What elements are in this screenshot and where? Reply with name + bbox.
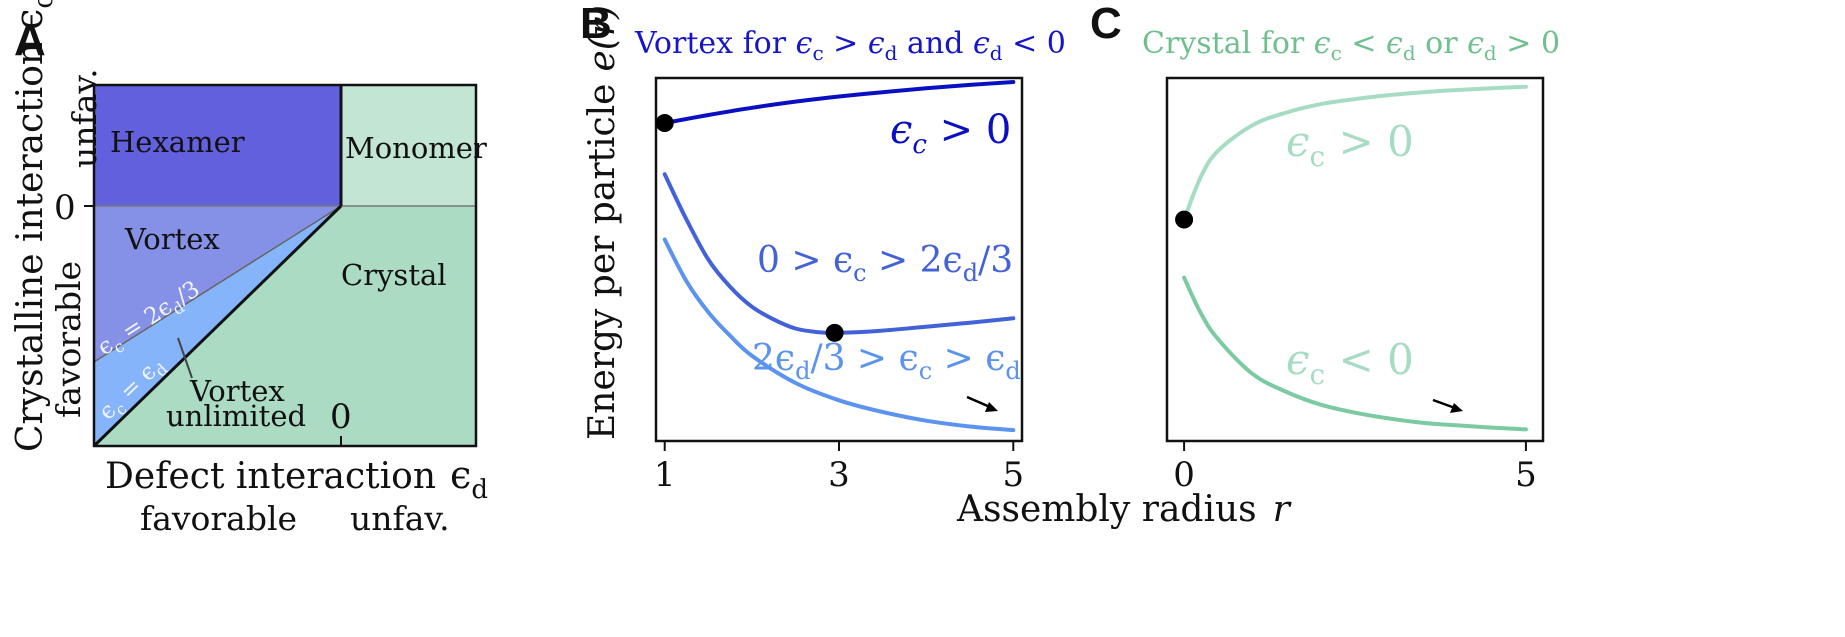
y-axis-top-label: unfav. [65, 68, 104, 168]
panel-a: A Hexamer Monomer Vortex Crystal Vortex … [7, 0, 488, 538]
x-axis-left-label: favorable [140, 499, 297, 538]
panel-letter-a: A [14, 16, 46, 65]
x-ticks-b: 1 3 5 [654, 441, 1024, 495]
region-crystal [94, 206, 476, 446]
x-tick-label-b-3: 3 [828, 455, 850, 495]
boundary-two-thirds [93, 205, 342, 363]
x-tick-label-0: 0 [330, 397, 352, 437]
region-monomer [341, 85, 476, 206]
panel-letter-c: C [1090, 0, 1122, 48]
series-label-two-thirds-to-ed: 2ϵd/3 > ϵc > ϵd [752, 338, 1021, 385]
series-line-zero-to-two-thirds [662, 172, 1016, 335]
region-hexamer [94, 85, 341, 206]
x-axis-label-a: Defect interaction ϵd [105, 453, 488, 505]
marker-point-b-1 [655, 114, 674, 133]
arrow-b-head [985, 402, 998, 412]
series-label-zero-to-two-thirds: 0 > ϵc > 2ϵd/3 [757, 240, 1013, 287]
y-axis-label-a: Crystalline interactionϵc [7, 0, 59, 452]
axes-frame-a [92, 83, 478, 448]
y-axis-label-b: Energy per particlee(r) [582, 5, 623, 440]
x-tick-label-b-1: 1 [654, 455, 676, 495]
x-axis-right-label: unfav. [350, 499, 450, 538]
series-label-ec-positive: ϵc > 0 [890, 107, 1011, 160]
x-tick-label-c-5: 5 [1515, 455, 1537, 495]
x-axis-label-shared: Assembly radius r [956, 489, 1292, 530]
region-label-monomer: Monomer [345, 131, 487, 165]
series-label-crystal-ec-positive: ϵc > 0 [1286, 117, 1414, 173]
x-tick-label-c-0: 0 [1173, 455, 1195, 495]
arrow-c-shaft [1432, 398, 1456, 410]
y-tick-label-0: 0 [54, 188, 76, 228]
region-label-vortex-unlimited-1: Vortex [189, 374, 285, 408]
region-label-crystal: Crystal [341, 258, 447, 292]
arrow-c-head [1450, 403, 1463, 413]
series-line-crystal-ec-negative [1182, 275, 1528, 432]
panel-b-title: Vortex for ϵc > ϵd and ϵd < 0 [634, 26, 1066, 65]
series-line-ec-positive [662, 80, 1016, 125]
panel-b: B Vortex for ϵc > ϵd and ϵd < 0 ϵc > 0 0… [580, 0, 1066, 495]
panel-letter-b: B [580, 0, 612, 48]
region-label-vortex: Vortex [124, 222, 220, 256]
panel-c-title: Crystal for ϵc < ϵd or ϵd > 0 [1142, 26, 1560, 65]
arrow-b-shaft [966, 395, 991, 409]
marker-point-b-2 [825, 323, 844, 342]
panel-c: C Crystal for ϵc < ϵd or ϵd > 0 ϵc > 0 ϵ… [956, 0, 1560, 530]
region-label-vortex-unlimited-2: unlimited [166, 399, 306, 433]
boundary-ec-equals-ed [92, 204, 343, 448]
region-label-hexamer: Hexamer [110, 125, 245, 159]
y-axis-bottom-label: favorable [49, 261, 88, 418]
series-line-crystal-ec-positive [1182, 84, 1528, 222]
x-tick-label-b-5: 5 [1002, 455, 1024, 495]
series-line-two-thirds-to-ed [662, 237, 1016, 433]
series-label-crystal-ec-negative: ϵc < 0 [1286, 335, 1414, 391]
marker-point-c-1 [1175, 210, 1194, 229]
vortex-unlimited-pointer [177, 337, 193, 379]
axes-frame-c [1165, 76, 1545, 443]
